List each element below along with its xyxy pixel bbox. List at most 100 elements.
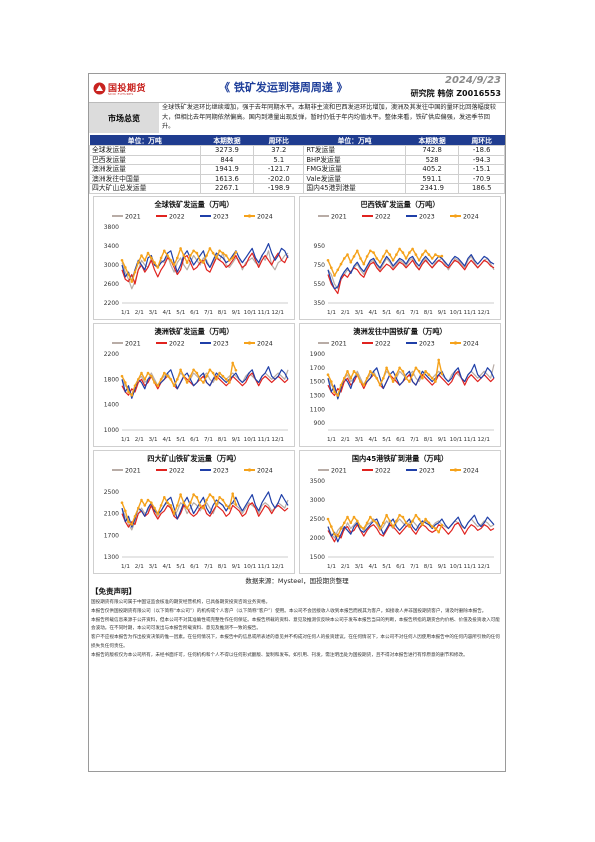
x-tick-label: 12/1 (271, 437, 284, 443)
series-point-2024 (417, 259, 421, 262)
x-tick-label: 3/1 (355, 437, 364, 443)
table-header-row: 单位：万吨 本期数据 周环比 单位：万吨 本期数据 周环比 (89, 135, 505, 146)
series-point-2024 (163, 249, 166, 253)
legend-label: 2021 (125, 214, 141, 221)
series-point-2024 (140, 498, 143, 502)
series-point-2024 (411, 373, 414, 376)
series-point-2024 (333, 390, 336, 394)
x-tick-label: 10/1 (244, 310, 257, 316)
legend-label: 2021 (331, 468, 347, 475)
series-point-2024 (411, 519, 414, 523)
series-point-2024 (133, 515, 137, 518)
series-point-2024 (169, 259, 173, 262)
legend-label: 2023 (213, 341, 229, 348)
series-point-2024 (205, 498, 208, 502)
x-tick-label: 9/1 (438, 310, 447, 316)
series-point-2024 (192, 249, 195, 253)
x-tick-label: 5/1 (382, 310, 391, 316)
series-line-2024 (121, 493, 237, 526)
series-point-2024 (124, 266, 127, 269)
legend-label: 2023 (419, 341, 435, 348)
y-tick-label: 2600 (104, 281, 119, 288)
series-point-2024 (404, 376, 408, 380)
series-point-2024 (234, 369, 238, 372)
series-point-2024 (221, 498, 225, 502)
series-point-2024 (395, 519, 398, 523)
series-point-2024 (365, 521, 369, 525)
series-point-2024 (166, 501, 169, 504)
series-point-2024 (169, 504, 173, 507)
series-point-2024 (437, 530, 440, 534)
series-point-2024 (369, 249, 372, 253)
x-tick-label: 6/1 (190, 437, 199, 443)
series-point-2024 (369, 370, 372, 373)
x-tick-label: 3/1 (149, 564, 158, 570)
x-tick-label: 12/1 (271, 310, 284, 316)
x-tick-label: 5/1 (176, 310, 185, 316)
y-tick-label: 1300 (310, 392, 325, 399)
series-point-2024 (408, 380, 411, 383)
series-point-2024 (398, 247, 401, 251)
y-tick-label: 3800 (104, 224, 119, 231)
table-cell: 澳洲发运量 (89, 164, 201, 175)
x-tick-label: 8/1 (424, 564, 433, 570)
series-point-2024 (365, 376, 369, 380)
series-point-2024 (430, 257, 434, 260)
legend-label: 2024 (257, 341, 273, 348)
series-point-2024 (202, 381, 205, 384)
series-point-2024 (408, 251, 411, 254)
x-tick-label: 3/1 (149, 310, 158, 316)
y-tick-label: 1700 (104, 532, 119, 539)
series-point-2024 (430, 525, 434, 528)
legend-label: 2022 (375, 214, 391, 221)
x-tick-label: 12/1 (477, 564, 490, 570)
series-point-2024 (395, 253, 398, 256)
table-cell: BHP发运量 (303, 154, 406, 165)
series-point-2024 (356, 373, 359, 376)
series-point-2024 (375, 376, 379, 380)
series-point-2024 (382, 376, 385, 380)
series-point-2024 (133, 384, 137, 387)
x-tick-label: 5/1 (176, 437, 185, 443)
series-point-2024 (372, 251, 375, 254)
x-tick-label: 3/1 (149, 437, 158, 443)
series-point-2024 (336, 394, 340, 397)
series-point-2024 (218, 249, 221, 253)
series-point-2024 (326, 259, 330, 262)
disclaimer-title: 【免责声明】 (91, 587, 136, 596)
brand-logo-icon (93, 82, 106, 95)
series-point-2024 (378, 383, 382, 387)
series-point-2024 (349, 376, 353, 380)
y-tick-label: 3000 (104, 262, 119, 269)
table-cell: 1941.9 (199, 164, 255, 175)
summary-text: 全球铁矿发运环比继续增加，强于去年同期水平。本期非主流和巴西发运环比增加，澳洲及… (162, 104, 497, 131)
series-point-2024 (385, 249, 388, 253)
series-point-2024 (333, 532, 336, 536)
series-point-2024 (343, 257, 346, 260)
brand-name-en: SDIC FUTURES (108, 92, 134, 96)
y-tick-label: 2200 (104, 351, 119, 358)
series-point-2024 (427, 373, 431, 376)
y-tick-label: 1400 (104, 402, 119, 409)
series-point-2024 (404, 521, 408, 525)
x-tick-label: 1/1 (121, 310, 130, 316)
x-tick-label: 4/1 (368, 564, 377, 570)
y-tick-label: 900 (314, 420, 326, 427)
table-cell: 1613.6 (199, 173, 255, 184)
series-point-2024 (228, 259, 231, 262)
series-point-2024 (140, 371, 143, 375)
legend-label: 2021 (125, 341, 141, 348)
series-point-2024 (198, 504, 202, 507)
series-point-2024 (352, 255, 356, 258)
series-point-2024 (375, 521, 379, 525)
x-tick-label: 4/1 (162, 564, 171, 570)
series-point-2024 (120, 374, 124, 378)
series-point-2024 (359, 257, 362, 260)
series-point-2024 (427, 521, 431, 525)
legend-marker (453, 214, 458, 218)
series-line-2023 (121, 366, 289, 399)
table-cell: 591.1 (404, 173, 460, 184)
series-point-2024 (137, 506, 140, 510)
table-row: 四大矿山总发运量 2267.1 -198.9 国内45港到港量 2341.9 186.5 (89, 183, 505, 194)
series-point-2024 (124, 509, 127, 513)
